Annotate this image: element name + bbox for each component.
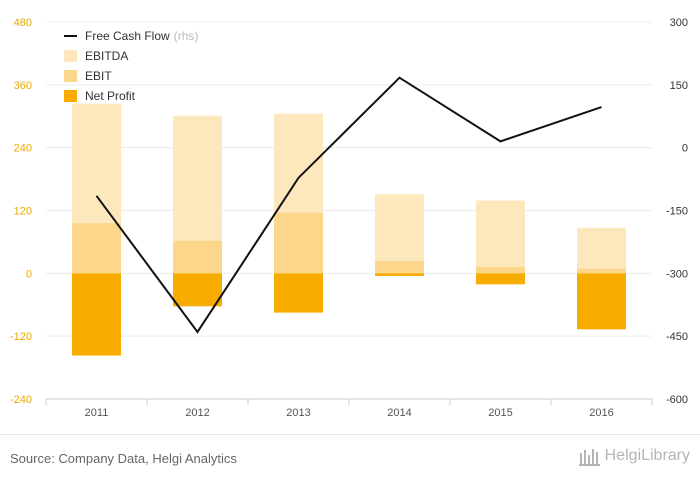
x-tick-label: 2012 bbox=[185, 407, 209, 419]
chart: 480 360 240 120 0 -120 -240 300 150 0 -150 -300 -450… bbox=[10, 17, 688, 419]
y-left-tick-label: 240 bbox=[14, 143, 32, 155]
y-left-tick-label: -120 bbox=[10, 331, 32, 343]
x-tick-label: 2015 bbox=[488, 407, 512, 419]
legend-swatch bbox=[64, 50, 77, 62]
bar-ebit bbox=[72, 223, 121, 274]
y-right-tick-label: 0 bbox=[682, 143, 688, 155]
bar-ebit bbox=[577, 268, 626, 274]
y-right-tick-label: -300 bbox=[666, 268, 688, 280]
legend-label: Net Profit bbox=[85, 89, 136, 103]
legend-note: (rhs) bbox=[174, 29, 199, 43]
free-cash-flow-line-group bbox=[95, 76, 602, 334]
x-tick-label: 2014 bbox=[387, 407, 411, 419]
y-right-tick-label: -150 bbox=[666, 206, 688, 218]
helgi-library-logo: HelgiLibrary bbox=[578, 446, 690, 466]
bar-ebitda bbox=[476, 200, 525, 274]
bar-ebit bbox=[375, 261, 424, 274]
y-left-tick-label: 480 bbox=[14, 17, 32, 29]
legend-label: Free Cash Flow bbox=[85, 29, 170, 43]
source-text: Source: Company Data, Helgi Analytics bbox=[10, 451, 237, 466]
bar-net-profit bbox=[72, 273, 121, 356]
bars bbox=[72, 103, 626, 356]
y-right-tick-label: 300 bbox=[670, 17, 688, 29]
axes: 480 360 240 120 0 -120 -240 300 150 0 -150 -300 -450… bbox=[10, 17, 688, 419]
bar-net-profit bbox=[274, 273, 323, 313]
free-cash-flow-line bbox=[95, 76, 602, 334]
bar-net-profit bbox=[577, 273, 626, 330]
bar-net-profit bbox=[173, 273, 222, 307]
x-tick-label: 2013 bbox=[286, 407, 310, 419]
bar-ebit bbox=[274, 212, 323, 274]
legend-label: EBITDA bbox=[85, 49, 128, 63]
y-left-tick-label: 0 bbox=[26, 268, 32, 280]
bar-ebit bbox=[173, 240, 222, 274]
y-left-tick-label: 360 bbox=[14, 80, 32, 92]
y-left-tick-label: 120 bbox=[14, 206, 32, 218]
library-icon bbox=[578, 449, 600, 466]
x-tick-label: 2016 bbox=[589, 407, 613, 419]
x-tick-label: 2011 bbox=[85, 407, 109, 419]
bar-net-profit bbox=[375, 273, 424, 276]
y-right-tick-label: 150 bbox=[670, 80, 688, 92]
legend-swatch bbox=[64, 90, 77, 102]
grid bbox=[46, 21, 652, 400]
brand-text: HelgiLibrary bbox=[604, 447, 690, 464]
legend: Free Cash Flow (rhs) EBITDA EBIT Net Profit bbox=[64, 29, 198, 103]
legend-label: EBIT bbox=[85, 69, 112, 83]
bar-ebitda bbox=[375, 194, 424, 274]
bar-ebitda bbox=[577, 227, 626, 274]
y-left-tick-label: -240 bbox=[10, 394, 32, 406]
y-right-tick-label: -450 bbox=[666, 331, 688, 343]
y-right-tick-label: -600 bbox=[666, 394, 688, 406]
footer: Source: Company Data, Helgi Analytics He… bbox=[0, 434, 700, 484]
legend-swatch bbox=[64, 70, 77, 82]
bar-net-profit bbox=[476, 273, 525, 285]
bar-ebit bbox=[476, 267, 525, 274]
